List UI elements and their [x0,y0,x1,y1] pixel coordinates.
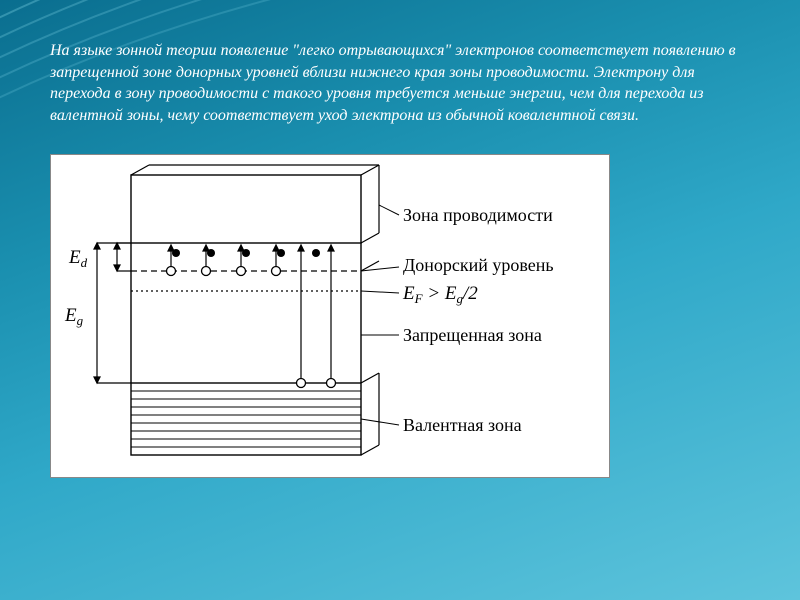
label-valence: Валентная зона [403,415,522,435]
label-forbidden: Запрещенная зона [403,325,542,345]
label-conduction: Зона проводимости [403,205,553,225]
label-ed: Ed [68,247,88,270]
band-diagram: Зона проводимости Донорский уровень EF >… [50,154,610,478]
label-donor: Донорский уровень [403,255,554,275]
body-paragraph: На языке зонной теории появление "легко … [50,40,750,126]
label-eg: Eg [64,305,84,328]
label-fermi: EF > Eg/2 [402,283,478,306]
